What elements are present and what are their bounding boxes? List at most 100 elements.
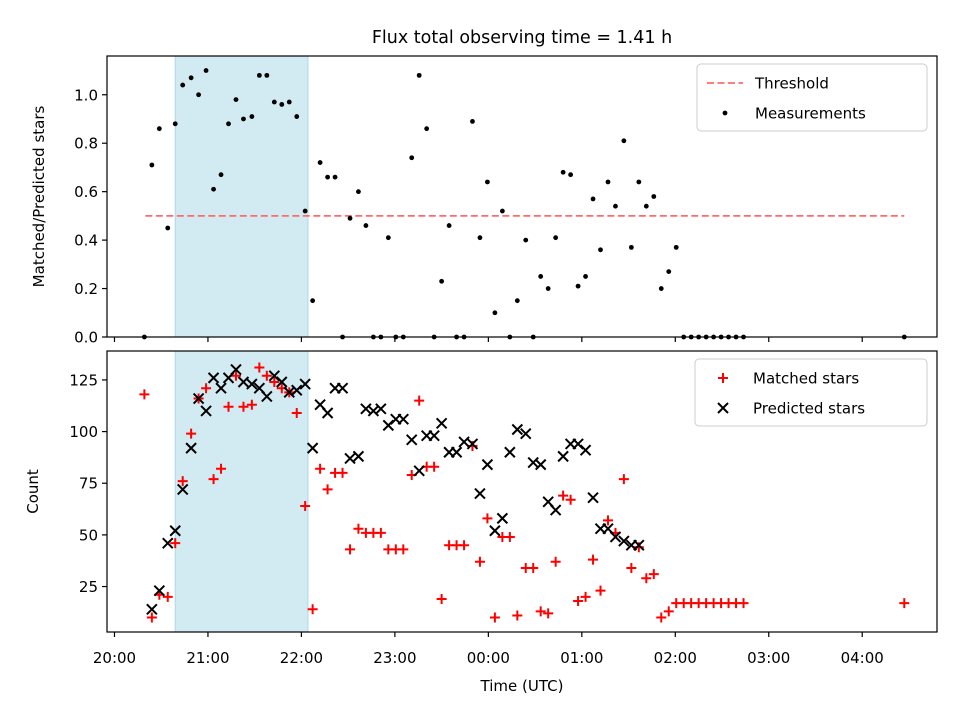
- y-tick-label: 50: [79, 526, 98, 544]
- predicted-star-point: [306, 442, 319, 454]
- predicted-star-point: [579, 444, 592, 456]
- measurement-point: [485, 179, 490, 185]
- count-legend: Matched stars Predicted stars: [694, 358, 928, 427]
- measurement-point: [356, 189, 361, 195]
- predicted-star-point: [534, 458, 547, 471]
- matched-star-point: [261, 370, 272, 381]
- measurement-point: [218, 172, 224, 178]
- measurement-point: [409, 155, 415, 161]
- matched-star-point: [177, 476, 188, 487]
- measurement-point: [673, 244, 679, 250]
- measurement-point: [666, 269, 672, 274]
- predicted-star-point: [520, 427, 532, 440]
- y-tick-label: 125: [69, 371, 98, 389]
- measurement-point: [439, 278, 445, 284]
- legend-measurement-swatch: [722, 110, 728, 116]
- matched-star-point: [146, 612, 157, 623]
- matched-star-point: [482, 513, 493, 524]
- x-tick-label: 21:00: [186, 649, 229, 667]
- matched-star-point: [201, 383, 212, 394]
- measurement-point: [156, 126, 162, 132]
- x-tick-label: 20:00: [93, 649, 136, 667]
- predicted-star-point: [291, 384, 303, 396]
- predicted-star-point: [207, 372, 220, 384]
- measurement-point: [249, 114, 255, 119]
- highlight-band-top: [174, 55, 309, 338]
- predicted-star-point: [549, 504, 562, 516]
- matched-star-point: [648, 569, 659, 580]
- predicted-star-point: [466, 438, 479, 450]
- matched-star-point: [573, 596, 584, 607]
- matched-star-point: [633, 542, 644, 553]
- matched-star-point: [269, 376, 280, 387]
- y-tick-label: 1.0: [74, 86, 98, 104]
- measurement-point: [651, 194, 657, 199]
- x-tick-label: 23:00: [373, 649, 416, 667]
- matched-star-point: [345, 544, 356, 555]
- matched-star-point: [307, 604, 318, 615]
- legend-box: [696, 63, 928, 132]
- predicted-star-point: [609, 531, 622, 543]
- measurement-point: [332, 174, 338, 180]
- matched-star-point: [550, 556, 561, 567]
- matched-star-point: [602, 515, 613, 526]
- legend-label: Threshold: [754, 75, 829, 93]
- predicted-star-point: [153, 584, 166, 597]
- predicted-star-point: [375, 403, 387, 415]
- matched-star-point: [626, 562, 637, 573]
- measurement-point: [416, 72, 422, 78]
- measurement-point: [203, 68, 209, 73]
- legend-matched-swatch: [718, 373, 728, 383]
- measurement-point: [575, 283, 581, 289]
- measurement-point: [302, 208, 308, 214]
- chart-title: Flux total observing time = 1.41 h: [372, 28, 672, 48]
- x-axis-label: Time (UTC): [480, 677, 564, 695]
- matched-star-point: [535, 606, 546, 617]
- predicted-star-point: [169, 525, 181, 537]
- measurement-point: [499, 208, 505, 214]
- ratio-x-ticks: [113, 337, 863, 342]
- matched-star-point: [588, 554, 599, 565]
- measurement-point: [598, 247, 603, 253]
- predicted-star-point: [367, 405, 380, 417]
- measurement-point: [196, 92, 201, 98]
- measurement-point: [325, 174, 330, 180]
- predicted-star-point: [450, 446, 463, 458]
- measurement-point: [470, 119, 475, 124]
- y-tick-label: 0.4: [74, 232, 98, 250]
- measurement-point: [211, 186, 216, 192]
- measurement-point: [621, 138, 627, 144]
- measurement-point: [492, 310, 498, 316]
- matched-star-point: [162, 591, 173, 602]
- measurement-point: [613, 203, 618, 209]
- ratio-legend: Threshold Measurements: [696, 63, 928, 132]
- y-tick-label: 0.6: [74, 183, 98, 201]
- predicted-star-point: [344, 452, 356, 465]
- ratio-y-label: Matched/Predicted stars: [30, 106, 48, 288]
- predicted-star-point: [352, 450, 365, 463]
- measurement-point: [538, 274, 544, 279]
- matched-star-point: [246, 399, 257, 410]
- measurement-point: [149, 162, 155, 168]
- measurement-point: [590, 196, 596, 202]
- matched-star-point: [230, 370, 241, 381]
- measurement-point: [658, 286, 664, 291]
- predicted-star-point: [162, 537, 174, 549]
- measurement-point: [256, 72, 262, 78]
- matched-star-point: [170, 538, 181, 549]
- predicted-star-point: [261, 390, 273, 403]
- count-panel: 25 50 75 100 125 20:00 21:00 22:00 23:00 00:00 01…: [24, 350, 938, 667]
- predicted-star-point: [246, 378, 258, 390]
- predicted-star-point: [474, 487, 486, 500]
- matched-star-point: [528, 562, 539, 573]
- y-tick-label: 75: [79, 475, 98, 493]
- predicted-star-point: [413, 465, 425, 477]
- measurement-point: [385, 235, 391, 241]
- matched-star-point: [543, 608, 554, 619]
- matched-star-point: [429, 461, 440, 472]
- count-y-label: Count: [24, 469, 42, 514]
- x-tick-label: 02:00: [654, 649, 697, 667]
- predicted-star-point: [633, 539, 645, 551]
- matched-star-point: [618, 474, 629, 485]
